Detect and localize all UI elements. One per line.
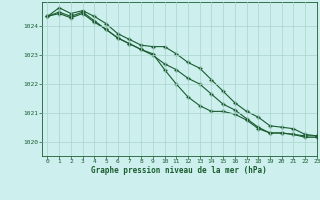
X-axis label: Graphe pression niveau de la mer (hPa): Graphe pression niveau de la mer (hPa) bbox=[91, 166, 267, 175]
